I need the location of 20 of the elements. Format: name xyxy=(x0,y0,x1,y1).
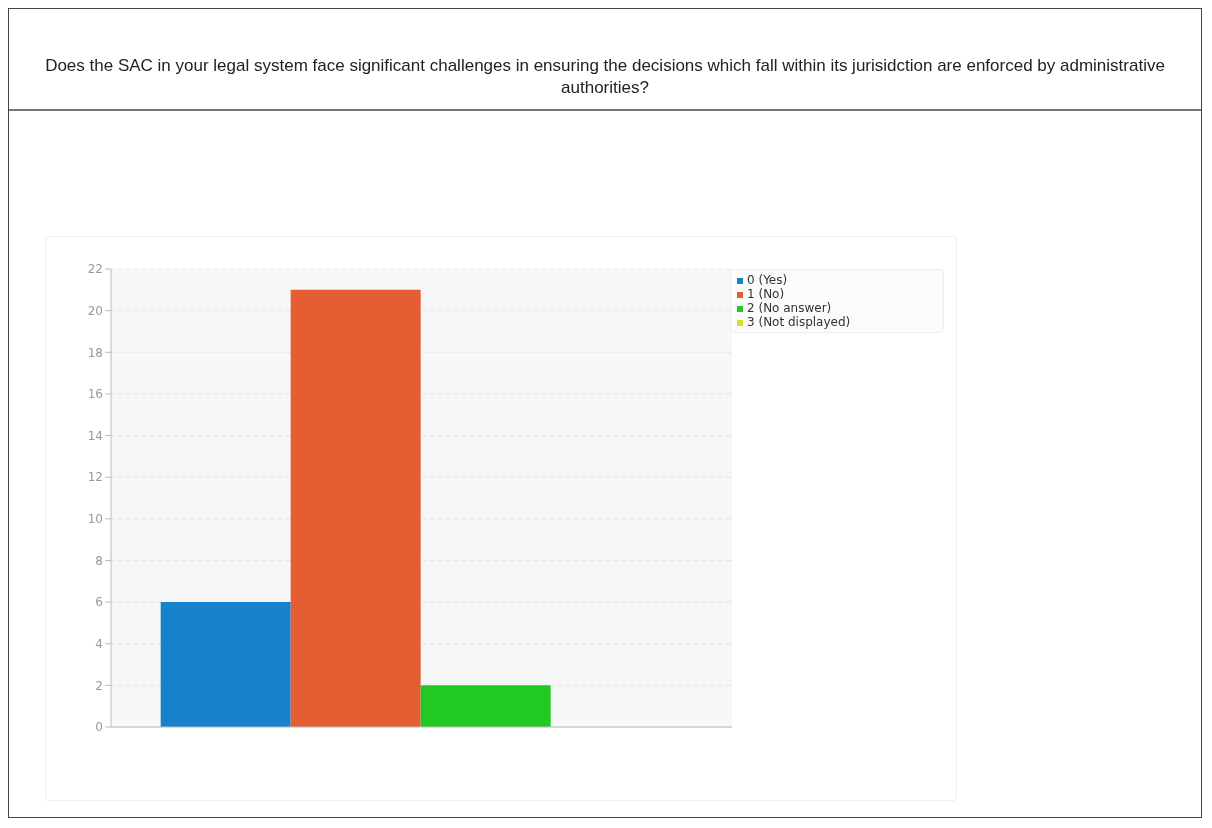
y-tick-label: 22 xyxy=(87,262,103,277)
y-tick-label: 18 xyxy=(87,345,103,360)
chart-title: Does the SAC in your legal system face significant challenges in ensuring the decisions which fall within its jurisidction are enforced by administrative authorities? xyxy=(9,9,1201,111)
legend-label: 0 (Yes) xyxy=(747,273,788,287)
y-tick-label: 10 xyxy=(87,512,103,527)
legend-label: 1 (No) xyxy=(747,287,785,301)
bar xyxy=(290,289,421,727)
y-tick-label: 14 xyxy=(87,428,103,443)
y-tick-label: 4 xyxy=(95,636,103,651)
y-tick-label: 6 xyxy=(95,595,103,610)
y-tick-label: 2 xyxy=(95,678,103,693)
legend-label: 2 (No answer) xyxy=(747,301,832,315)
y-tick-label: 0 xyxy=(95,720,103,735)
bar xyxy=(420,685,551,727)
y-tick-label: 16 xyxy=(87,387,103,402)
y-tick-label: 20 xyxy=(87,303,103,318)
y-tick-label: 8 xyxy=(95,553,103,568)
y-tick-label: 12 xyxy=(87,470,103,485)
bar xyxy=(160,602,291,727)
legend-label: 3 (Not displayed) xyxy=(747,315,851,329)
